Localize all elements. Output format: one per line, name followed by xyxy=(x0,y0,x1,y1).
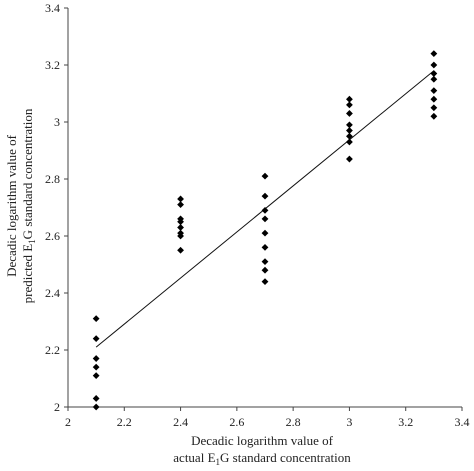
data-point xyxy=(177,218,184,226)
data-point xyxy=(430,87,438,95)
svg-text:predicted E1G standard concent: predicted E1G standard concentration xyxy=(20,108,37,303)
data-point xyxy=(430,61,438,69)
data-point xyxy=(92,355,100,362)
data-point xyxy=(430,75,438,83)
y-axis-title-line2-sub: 1 xyxy=(27,239,37,244)
data-point xyxy=(261,229,269,237)
x-axis-ticks: 2 2.2 2.4 2.6 2.8 3 3.2 3.4 xyxy=(65,407,470,429)
data-point xyxy=(177,246,184,254)
x-axis-title-line2-pre: actual E xyxy=(173,450,215,465)
data-point xyxy=(92,363,100,371)
data-point xyxy=(177,224,184,231)
x-axis-title-line2-post: G standard concentration xyxy=(220,450,351,465)
data-points xyxy=(92,50,438,411)
data-point xyxy=(261,215,269,223)
data-point xyxy=(346,138,353,146)
data-point xyxy=(177,232,184,240)
data-point xyxy=(177,201,184,209)
data-point xyxy=(261,206,269,214)
data-point xyxy=(430,112,438,120)
data-point xyxy=(261,192,269,200)
x-axis-title-line1: Decadic logarithm value of xyxy=(191,433,334,448)
x-axis-title-line2-sub: 1 xyxy=(216,457,221,467)
y-axis-title: Decadic logarithm value of predicted E1G… xyxy=(4,108,37,303)
x-tick-label: 2.6 xyxy=(229,415,244,429)
x-tick-label: 2 xyxy=(65,415,71,429)
data-point xyxy=(92,315,100,323)
y-axis-title-line1: Decadic logarithm value of xyxy=(4,134,19,277)
data-point xyxy=(346,155,353,163)
data-point xyxy=(430,104,438,112)
data-point xyxy=(261,278,269,285)
y-tick-label: 2.8 xyxy=(45,172,60,186)
data-point xyxy=(346,95,353,103)
y-axis-ticks: 2 2.2 2.4 2.6 2.8 3 3.2 3.4 xyxy=(45,1,68,414)
data-point xyxy=(346,101,353,109)
svg-text:Decadic logarithm value of: Decadic logarithm value of xyxy=(191,433,334,448)
y-tick-label: 2 xyxy=(54,400,60,414)
y-tick-label: 3 xyxy=(54,115,60,129)
data-point xyxy=(430,95,438,103)
data-point xyxy=(261,258,269,266)
x-tick-label: 2.4 xyxy=(173,415,188,429)
x-tick-label: 3.2 xyxy=(398,415,413,429)
data-point xyxy=(261,244,269,251)
y-tick-label: 2.6 xyxy=(45,229,60,243)
y-axis-title-line2-pre: predicted E xyxy=(20,244,35,304)
x-tick-label: 3.4 xyxy=(455,415,470,429)
x-tick-label: 3 xyxy=(346,415,352,429)
data-point xyxy=(346,132,353,140)
x-tick-label: 2.8 xyxy=(286,415,301,429)
data-point xyxy=(92,372,100,380)
y-tick-label: 2.2 xyxy=(45,343,60,357)
data-point xyxy=(92,403,100,411)
data-point xyxy=(177,195,184,203)
x-tick-label: 2.2 xyxy=(117,415,132,429)
data-point xyxy=(430,70,438,77)
y-tick-label: 2.4 xyxy=(45,286,60,300)
data-point xyxy=(261,172,269,180)
data-point xyxy=(261,266,269,274)
svg-text:Decadic logarithm value of: Decadic logarithm value of xyxy=(4,134,19,277)
y-tick-label: 3.4 xyxy=(45,1,60,15)
y-axis-title-line2-post: G standard concentration xyxy=(20,108,35,239)
chart-axes xyxy=(67,8,462,408)
data-point xyxy=(430,50,438,57)
data-point xyxy=(92,335,100,342)
data-point xyxy=(92,395,100,402)
data-point xyxy=(346,110,353,117)
svg-text:actual E1G standard concentrat: actual E1G standard concentration xyxy=(173,450,351,467)
y-tick-label: 3.2 xyxy=(45,58,60,72)
data-point xyxy=(346,127,353,134)
data-point xyxy=(346,121,353,129)
